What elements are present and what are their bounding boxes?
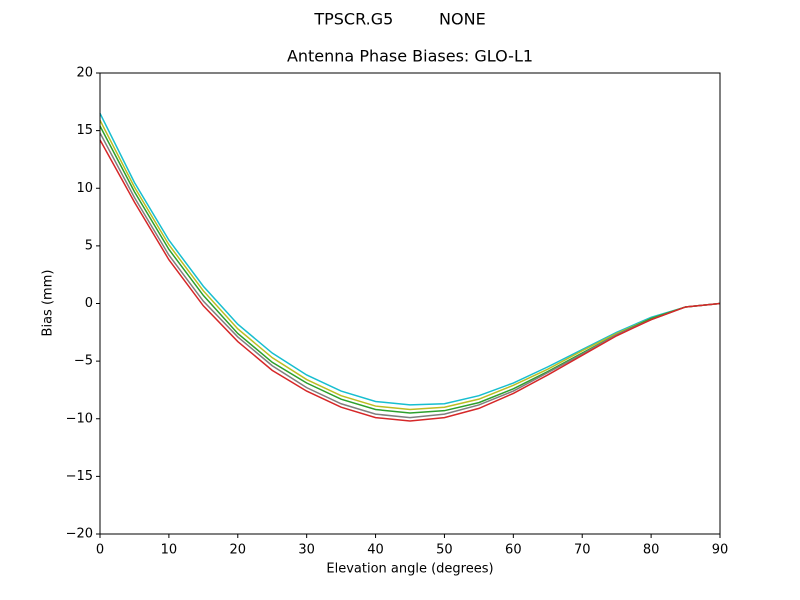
x-tick-label: 80	[643, 543, 660, 558]
y-tick-label: −5	[74, 354, 93, 369]
plot-frame	[99, 72, 721, 535]
y-tick-label: 20	[76, 66, 93, 81]
x-tick-label: 50	[436, 543, 453, 558]
x-tick-label: 0	[96, 543, 104, 558]
y-tick-label: 10	[76, 181, 93, 196]
x-tick-label: 60	[505, 543, 522, 558]
chart-title: Antenna Phase Biases: GLO-L1	[287, 47, 533, 66]
y-tick-label: −10	[66, 411, 93, 426]
x-tick-label: 20	[230, 543, 247, 558]
series-line	[99, 119, 721, 411]
y-tick-label: 5	[85, 238, 93, 253]
x-tick-label: 40	[367, 543, 384, 558]
series-line	[99, 113, 721, 406]
y-tick-label: 0	[85, 296, 93, 311]
x-tick-label: 30	[298, 543, 315, 558]
x-axis-label: Elevation angle (degrees)	[326, 562, 493, 577]
y-axis-label: Bias (mm)	[41, 270, 56, 337]
series-line	[99, 125, 721, 414]
suptitle: TPSCR.G5 NONE	[313, 10, 485, 29]
x-tick-label: 10	[161, 543, 178, 558]
y-tick-label: −20	[66, 527, 93, 542]
series-line	[99, 132, 721, 419]
series-line	[99, 139, 721, 422]
x-tick-label: 90	[712, 543, 729, 558]
y-tick-label: 15	[76, 123, 93, 138]
x-tick-label: 70	[574, 543, 591, 558]
y-tick-label: −15	[66, 469, 93, 484]
